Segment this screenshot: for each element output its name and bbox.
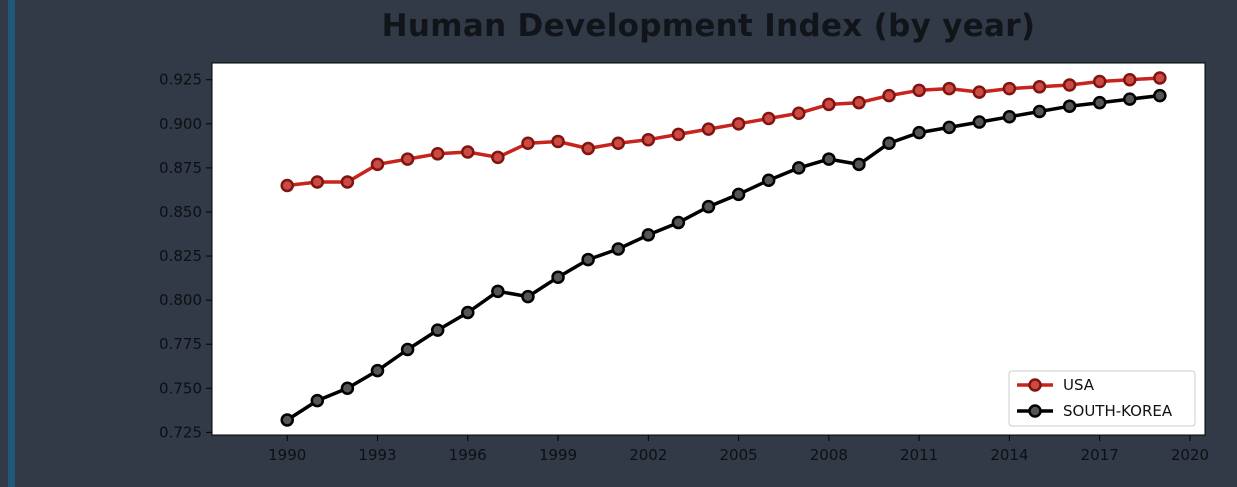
data-point-south-korea [1153, 88, 1167, 103]
data-point-south-korea [340, 381, 355, 396]
data-point-usa [822, 97, 836, 112]
data-point-south-korea [280, 413, 294, 427]
y-tick-label: 0.750 [159, 379, 202, 397]
x-tick-label: 2020 [1171, 446, 1209, 464]
data-point-south-korea [792, 161, 806, 175]
data-point-usa [461, 145, 475, 159]
data-point-south-korea [1032, 104, 1047, 119]
y-tick-label: 0.775 [159, 335, 202, 353]
data-point-usa [400, 152, 415, 166]
data-point-usa [882, 88, 896, 103]
data-point-usa [1123, 72, 1137, 87]
chart-title: Human Development Index (by year) [381, 8, 1036, 44]
x-tick-label: 2008 [810, 446, 848, 464]
data-point-south-korea [942, 120, 956, 135]
data-point-usa [912, 83, 926, 98]
x-tick-label: 2017 [1081, 446, 1119, 464]
x-tick-label: 1996 [449, 446, 487, 464]
data-point-south-korea [641, 228, 656, 242]
data-point-usa [430, 147, 445, 161]
data-point-south-korea [731, 187, 746, 202]
window-accent-bar [8, 0, 15, 487]
y-tick-label: 0.850 [159, 203, 202, 221]
data-point-usa [701, 122, 716, 136]
data-point-south-korea [400, 342, 415, 357]
data-point-south-korea [310, 393, 325, 408]
y-tick-label: 0.725 [159, 423, 202, 441]
y-tick-label: 0.875 [159, 159, 202, 177]
data-point-south-korea [912, 125, 926, 140]
data-point-usa [280, 178, 294, 193]
data-point-south-korea [491, 284, 505, 299]
x-tick-label: 2002 [629, 446, 667, 464]
data-point-usa [581, 141, 595, 156]
legend-marker-usa [1028, 378, 1042, 392]
data-point-usa [671, 127, 686, 142]
data-point-usa [611, 136, 625, 150]
data-point-south-korea [761, 173, 776, 187]
data-point-south-korea [1002, 110, 1017, 124]
data-point-south-korea [701, 199, 716, 214]
data-point-south-korea [882, 136, 896, 150]
data-point-south-korea [551, 270, 565, 284]
data-point-usa [1153, 71, 1167, 85]
legend-label-usa: USA [1063, 376, 1095, 394]
x-tick-label: 2005 [719, 446, 757, 464]
x-tick-label: 1999 [539, 446, 577, 464]
data-point-south-korea [972, 115, 987, 129]
data-point-south-korea [671, 215, 686, 230]
data-point-usa [491, 150, 505, 165]
data-point-usa [761, 111, 776, 126]
x-tick-label: 2014 [990, 446, 1028, 464]
data-point-usa [641, 132, 656, 147]
legend-box [1008, 370, 1196, 427]
data-point-usa [1062, 78, 1077, 92]
data-point-south-korea [822, 152, 836, 166]
y-tick-label: 0.925 [159, 71, 202, 89]
legend-label-south-korea: SOUTH-KOREA [1063, 402, 1173, 420]
data-point-usa [972, 85, 987, 99]
data-point-usa [731, 117, 746, 131]
data-point-usa [551, 134, 565, 149]
x-tick-label: 1993 [358, 446, 396, 464]
data-point-usa [852, 95, 866, 110]
legend-marker-south-korea [1028, 404, 1042, 418]
data-point-south-korea [1062, 99, 1077, 113]
x-tick-label: 1990 [268, 446, 306, 464]
data-point-usa [370, 157, 385, 172]
data-point-usa [1002, 81, 1017, 96]
y-tick-label: 0.825 [159, 247, 202, 265]
y-tick-label: 0.800 [159, 291, 202, 309]
data-point-usa [340, 175, 355, 189]
data-point-south-korea [430, 323, 445, 337]
data-point-south-korea [521, 289, 535, 304]
data-point-south-korea [1123, 92, 1137, 106]
data-point-south-korea [852, 157, 866, 172]
data-point-south-korea [370, 363, 385, 378]
data-point-south-korea [461, 305, 475, 320]
data-point-south-korea [581, 252, 595, 267]
y-tick-label: 0.900 [159, 115, 202, 133]
data-point-south-korea [1092, 95, 1107, 110]
data-point-south-korea [611, 242, 625, 256]
data-point-usa [942, 81, 956, 96]
data-point-usa [310, 175, 325, 189]
x-tick-label: 2011 [900, 446, 938, 464]
data-point-usa [1092, 74, 1107, 89]
data-point-usa [521, 136, 535, 150]
data-point-usa [1032, 80, 1047, 94]
data-point-usa [792, 106, 806, 120]
